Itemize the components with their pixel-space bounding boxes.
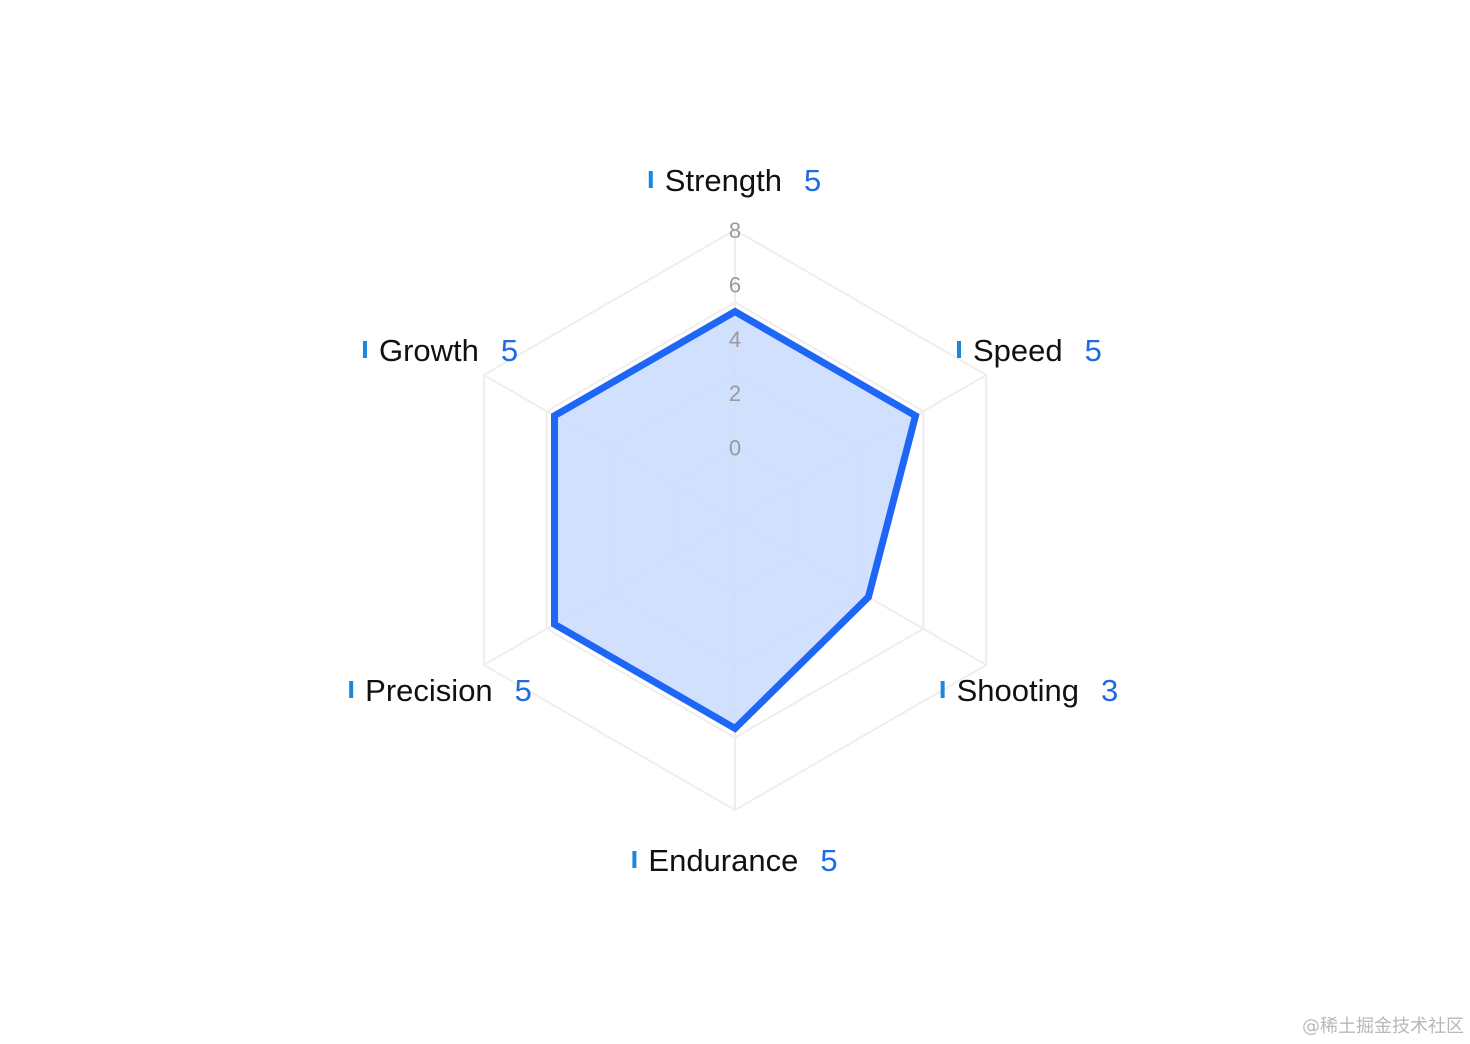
- radar-series: [550, 307, 920, 733]
- tick-label-6: 6: [729, 272, 741, 297]
- axis-name-endurance: Endurance: [648, 843, 798, 878]
- axis-name-strength: Strength: [665, 163, 782, 198]
- axis-marker-precision: [349, 681, 354, 698]
- axis-label-endurance: Endurance 5: [632, 843, 838, 878]
- axis-value-precision: 5: [515, 673, 532, 708]
- axis-marker-endurance: [632, 851, 637, 868]
- tick-label-8: 8: [729, 218, 741, 243]
- tick-label-4: 4: [729, 327, 741, 352]
- axis-value-strength: 5: [804, 163, 821, 198]
- axis-label-strength: Strength 5: [648, 163, 821, 198]
- axis-label-speed: Speed 5: [957, 333, 1102, 368]
- axis-marker-speed: [957, 341, 962, 358]
- watermark: @稀土掘金技术社区: [1302, 1016, 1464, 1037]
- axis-name-precision: Precision: [365, 673, 493, 708]
- axis-marker-strength: [648, 171, 653, 188]
- axis-label-growth: Growth 5: [362, 333, 518, 368]
- axis-value-growth: 5: [501, 333, 518, 368]
- axis-name-shooting: Shooting: [957, 673, 1079, 708]
- axis-name-growth: Growth: [379, 333, 479, 368]
- axis-value-endurance: 5: [820, 843, 837, 878]
- radar-tick-labels: 0 2 4 6 8: [729, 218, 741, 461]
- tick-label-0: 0: [729, 436, 741, 461]
- axis-name-speed: Speed: [973, 333, 1063, 368]
- axis-marker-shooting: [940, 681, 945, 698]
- axis-label-precision: Precision 5: [349, 673, 532, 708]
- axis-value-shooting: 3: [1101, 673, 1118, 708]
- series-polygon: [550, 307, 920, 733]
- axis-label-shooting: Shooting 3: [940, 673, 1118, 708]
- axis-value-speed: 5: [1085, 333, 1102, 368]
- tick-label-2: 2: [729, 381, 741, 406]
- axis-marker-growth: [362, 341, 367, 358]
